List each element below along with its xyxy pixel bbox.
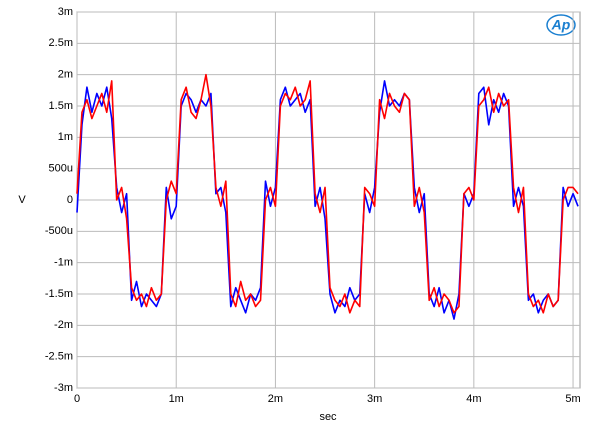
logo: Ap — [546, 14, 576, 36]
x-tick-label: 5m — [565, 393, 580, 405]
x-tick-label: 1m — [169, 393, 184, 405]
y-tick-label: -1.5m — [45, 288, 73, 300]
x-tick-label: 3m — [367, 393, 382, 405]
x-tick-label: 4m — [466, 393, 481, 405]
y-tick-label: 2m — [58, 69, 73, 81]
logo-ring — [546, 14, 576, 36]
y-tick-label: -500u — [45, 225, 73, 237]
y-tick-label: 0 — [67, 194, 73, 206]
x-tick-label: 0 — [74, 393, 80, 405]
y-tick-label: 1m — [58, 131, 73, 143]
y-tick-label: -1m — [54, 257, 73, 269]
y-tick-label: 500u — [49, 163, 73, 175]
y-tick-label: -3m — [54, 382, 73, 394]
logo-text: Ap — [551, 17, 571, 33]
y-axis-label: V — [18, 194, 26, 206]
y-tick-label: -2.5m — [45, 351, 73, 363]
y-tick-label: 3m — [58, 6, 73, 18]
x-tick-label: 2m — [268, 393, 283, 405]
series-line — [76, 73, 579, 314]
y-tick-label: 2.5m — [49, 37, 73, 49]
y-tick-label: -2m — [54, 319, 73, 331]
x-axis-label: sec — [319, 411, 337, 423]
y-tick-label: 1.5m — [49, 100, 73, 112]
